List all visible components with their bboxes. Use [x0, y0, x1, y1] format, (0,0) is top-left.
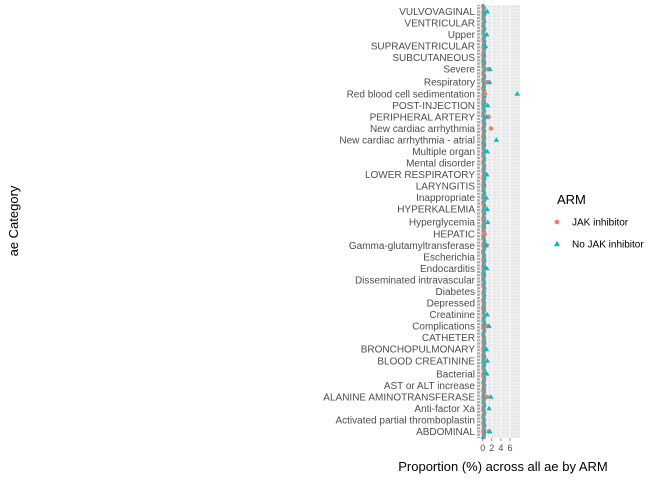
- y-tick-label: Mental disorder: [406, 159, 476, 170]
- y-tick-label: New cardiac arrhythmia: [370, 124, 475, 135]
- y-tick-label: ALANINE AMINOTRANSFERASE: [323, 392, 475, 403]
- point-no-jak-inhibitor: [484, 370, 490, 376]
- y-tick-label: SUPRAVENTRICULAR: [371, 42, 475, 53]
- point-no-jak-inhibitor: [488, 394, 494, 399]
- y-tick-label: Depressed: [427, 299, 475, 310]
- point-no-jak-inhibitor: [482, 43, 489, 49]
- y-tick-label: Bacterial: [436, 369, 475, 380]
- point-no-jak-inhibitor: [484, 148, 490, 154]
- legend-key-triangle: [553, 240, 561, 247]
- y-tick-label: Endocarditis: [420, 264, 475, 275]
- y-tick-label: Complications: [412, 322, 475, 333]
- legend-title: ARM: [557, 192, 586, 207]
- y-tick-label: Diabetes: [436, 287, 475, 298]
- y-tick-label: Severe: [443, 65, 475, 76]
- point-no-jak-inhibitor: [483, 242, 489, 248]
- point-no-jak-inhibitor: [486, 79, 493, 85]
- y-tick-label: HEPATIC: [433, 229, 475, 240]
- y-tick-label: Respiratory: [424, 78, 475, 89]
- y-tick-label: BLOOD CREATININE: [377, 356, 475, 367]
- y-tick-label: ABDOMINAL: [416, 427, 475, 438]
- y-tick-label: Disseminated intravascular: [355, 275, 476, 286]
- point-no-jak-inhibitor: [487, 66, 493, 72]
- y-tick-label: VENTRICULAR: [404, 19, 475, 30]
- y-tick-label: VULVOVAGINAL: [399, 7, 475, 18]
- y-tick-label: Escherichia: [423, 252, 475, 263]
- point-jak-inhibitor: [485, 394, 490, 400]
- point-no-jak-inhibitor: [480, 434, 486, 439]
- point-no-jak-inhibitor: [484, 206, 490, 212]
- point-no-jak-inhibitor: [486, 323, 492, 329]
- y-tick-label: Creatinine: [429, 310, 475, 321]
- point-jak-inhibitor: [482, 91, 488, 96]
- y-tick-label: LOWER RESPIRATORY: [365, 170, 475, 181]
- y-tick-label: Multiple organ: [412, 147, 475, 158]
- y-tick-label: SUBCUTANEOUS: [392, 53, 475, 64]
- point-no-jak-inhibitor: [484, 311, 490, 317]
- legend: ARM JAK inhibitor No JAK inhibitor: [553, 192, 644, 251]
- point-no-jak-inhibitor: [485, 102, 491, 108]
- x-tick-label: 2: [489, 443, 494, 453]
- point-no-jak-inhibitor: [483, 346, 490, 352]
- data-points: [480, 3, 520, 440]
- y-tick-label: CATHETER: [422, 333, 475, 344]
- y-tick-label: Inappropriate: [416, 193, 475, 204]
- point-jak-inhibitor: [488, 126, 494, 131]
- point-no-jak-inhibitor: [484, 8, 490, 14]
- x-tick-label: 0: [480, 443, 485, 453]
- y-tick-label: Anti-factor Xa: [414, 404, 475, 415]
- point-no-jak-inhibitor: [487, 428, 493, 434]
- point-no-jak-inhibitor: [483, 194, 490, 200]
- point-no-jak-inhibitor: [493, 137, 500, 142]
- point-no-jak-inhibitor: [484, 357, 490, 363]
- point-jak-inhibitor: [482, 231, 487, 236]
- y-tick-label: LARYNGITIS: [416, 182, 476, 193]
- legend-key-circle: [554, 219, 560, 225]
- y-tick-label: Hyperglycemia: [409, 218, 476, 229]
- y-tick-label: Red blood cell sedimentation: [347, 89, 475, 100]
- x-tick-label: 6: [507, 443, 512, 453]
- point-no-jak-inhibitor: [486, 405, 492, 411]
- y-tick-label: HYPERKALEMIA: [397, 205, 475, 216]
- x-axis-title: Proportion (%) across all ae by ARM: [398, 459, 608, 474]
- y-tick-label: Activated partial thromboplastin: [335, 415, 475, 426]
- y-tick-label: POST-INJECTION: [392, 101, 475, 112]
- y-tick-label: New cardiac arrhythmia - atrial: [339, 135, 475, 146]
- x-tick-label: 4: [498, 443, 503, 453]
- y-tick-label: PERIPHERAL ARTERY: [370, 112, 476, 123]
- y-tick-label: Gamma-glutamyltransferase: [349, 241, 476, 252]
- point-no-jak-inhibitor: [484, 265, 490, 271]
- y-tick-labels: VULVOVAGINALVENTRICULARUpperSUPRAVENTRIC…: [323, 5, 480, 438]
- y-tick-label: AST or ALT increase: [384, 381, 476, 392]
- y-tick-label: Upper: [448, 30, 476, 41]
- y-axis-title: ae Category: [6, 185, 21, 256]
- point-no-jak-inhibitor: [484, 171, 490, 177]
- legend-label: No JAK inhibitor: [572, 240, 644, 251]
- point-no-jak-inhibitor: [483, 114, 490, 119]
- legend-entries: JAK inhibitor No JAK inhibitor: [553, 218, 644, 251]
- legend-label: JAK inhibitor: [572, 218, 629, 229]
- y-tick-label: BRONCHOPULMONARY: [361, 345, 476, 356]
- point-no-jak-inhibitor: [484, 31, 490, 37]
- point-no-jak-inhibitor: [514, 90, 520, 96]
- point-no-jak-inhibitor: [485, 219, 491, 225]
